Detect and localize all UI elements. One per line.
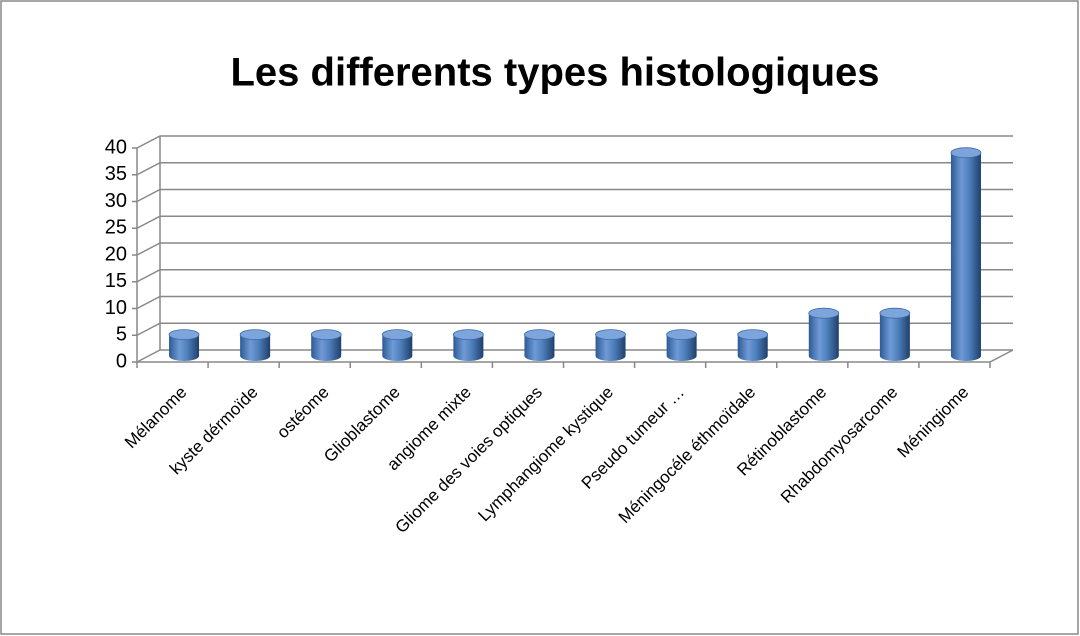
bar xyxy=(808,313,839,362)
bar-top xyxy=(310,329,342,341)
bar-top xyxy=(452,329,484,341)
y-tick-label: 35 xyxy=(105,163,127,185)
bar xyxy=(240,334,271,362)
bar xyxy=(382,334,413,362)
bar-top xyxy=(666,329,698,341)
y-tick-label: 40 xyxy=(105,136,127,158)
grid-line xyxy=(136,295,1013,310)
grid-line xyxy=(136,269,1013,283)
bar-top xyxy=(879,307,911,319)
bar-top xyxy=(950,147,982,159)
bar xyxy=(666,334,697,362)
grid-line xyxy=(136,188,1013,203)
grid-line xyxy=(136,135,1013,149)
y-tick-label: 0 xyxy=(116,350,127,372)
bar xyxy=(524,334,555,362)
bar-top xyxy=(239,329,271,341)
bar xyxy=(737,334,768,362)
grid-line xyxy=(136,349,1013,363)
bar xyxy=(311,334,342,362)
grid-line xyxy=(136,162,1013,176)
bar xyxy=(879,313,910,362)
bar xyxy=(595,334,626,362)
y-tick-label: 25 xyxy=(105,217,127,239)
grid-line xyxy=(136,215,1013,229)
bar-top xyxy=(808,307,840,319)
bar-top xyxy=(737,329,769,341)
bar-top xyxy=(381,329,413,341)
bar xyxy=(453,334,484,362)
bar-top xyxy=(168,329,200,341)
bar xyxy=(169,334,200,362)
bar-top xyxy=(595,329,626,341)
grid-line xyxy=(136,242,1013,256)
y-tick-label: 5 xyxy=(116,324,127,346)
bar xyxy=(950,152,981,362)
y-tick-label: 20 xyxy=(105,243,127,265)
chart-title: Les differents types histologiques xyxy=(230,51,879,95)
grid-line xyxy=(136,322,1013,336)
y-tick-label: 30 xyxy=(105,190,127,212)
y-tick-label: 15 xyxy=(105,270,127,292)
bar-top xyxy=(524,329,555,341)
y-tick-label: 10 xyxy=(105,297,127,319)
